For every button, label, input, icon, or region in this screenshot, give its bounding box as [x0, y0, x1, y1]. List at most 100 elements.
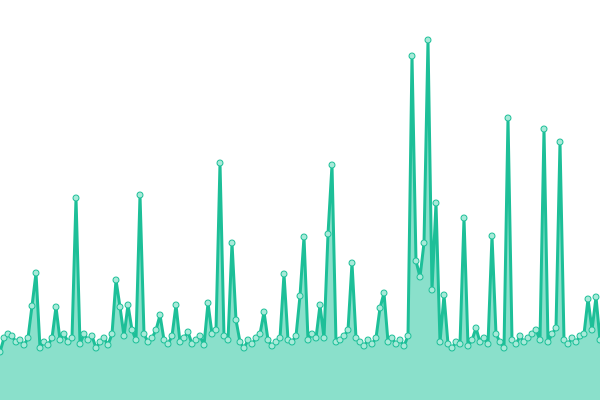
data-point: [148, 334, 156, 342]
data-point: [48, 334, 56, 342]
data-point: [216, 159, 224, 167]
data-point: [236, 338, 244, 346]
data-point: [476, 338, 484, 346]
data-point: [512, 340, 520, 348]
data-point: [344, 326, 352, 334]
data-point: [100, 334, 108, 342]
data-point: [420, 239, 428, 247]
data-point: [320, 334, 328, 342]
data-point: [492, 330, 500, 338]
data-point: [324, 230, 332, 238]
data-point: [160, 336, 168, 344]
data-point: [204, 299, 212, 307]
data-point: [376, 304, 384, 312]
data-point: [60, 330, 68, 338]
series-line: [0, 38, 600, 353]
data-point: [220, 332, 228, 340]
data-point: [536, 336, 544, 344]
data-point: [140, 330, 148, 338]
data-point: [524, 334, 532, 342]
data-point: [156, 311, 164, 319]
data-point: [556, 138, 564, 146]
data-point: [360, 342, 368, 350]
data-point: [264, 336, 272, 344]
data-point: [188, 340, 196, 348]
data-point: [560, 336, 568, 344]
data-point: [568, 334, 576, 342]
data-point: [72, 194, 80, 202]
data-point: [76, 340, 84, 348]
data-point: [28, 302, 36, 310]
data-point: [592, 293, 600, 301]
data-point: [368, 340, 376, 348]
data-point: [528, 330, 536, 338]
data-point: [520, 338, 528, 346]
data-point: [292, 332, 300, 340]
data-point: [472, 324, 480, 332]
data-point: [316, 301, 324, 309]
data-point: [92, 344, 100, 352]
data-point: [588, 326, 596, 334]
data-point: [232, 316, 240, 324]
data-point: [364, 336, 372, 344]
data-point: [496, 338, 504, 346]
data-point: [596, 336, 600, 344]
data-point: [348, 259, 356, 267]
data-point: [116, 303, 124, 311]
data-point: [168, 332, 176, 340]
data-point: [412, 257, 420, 265]
data-point: [80, 330, 88, 338]
data-point: [192, 336, 200, 344]
data-point: [224, 336, 232, 344]
data-point: [584, 295, 592, 303]
data-point: [8, 332, 16, 340]
data-point: [356, 338, 364, 346]
data-point: [0, 334, 8, 342]
data-point: [436, 338, 444, 346]
data-point: [424, 36, 432, 44]
data-point: [404, 332, 412, 340]
data-point: [552, 324, 560, 332]
data-point: [244, 336, 252, 344]
data-point: [196, 332, 204, 340]
data-point: [380, 289, 388, 297]
data-point: [580, 330, 588, 338]
data-point: [212, 326, 220, 334]
data-point: [280, 270, 288, 278]
data-point: [312, 334, 320, 342]
data-point: [372, 334, 380, 342]
data-point: [448, 344, 456, 352]
data-point: [44, 341, 52, 349]
data-point: [56, 336, 64, 344]
data-point: [88, 332, 96, 340]
data-point: [396, 336, 404, 344]
data-point: [32, 269, 40, 277]
data-point: [456, 340, 464, 348]
data-point: [132, 336, 140, 344]
data-point: [308, 330, 316, 338]
data-point: [276, 334, 284, 342]
data-point: [64, 338, 72, 346]
data-point: [296, 292, 304, 300]
data-point: [500, 344, 508, 352]
data-point: [172, 301, 180, 309]
data-point: [228, 239, 236, 247]
data-point: [328, 161, 336, 169]
data-point: [504, 114, 512, 122]
data-point: [200, 341, 208, 349]
data-point: [164, 340, 172, 348]
data-point: [400, 342, 408, 350]
data-point: [488, 232, 496, 240]
data-point: [256, 330, 264, 338]
data-point: [340, 332, 348, 340]
data-point: [112, 276, 120, 284]
data-point: [460, 214, 468, 222]
data-point: [36, 344, 44, 352]
data-point: [24, 334, 32, 342]
data-point: [184, 328, 192, 336]
data-point: [516, 332, 524, 340]
data-point: [432, 199, 440, 207]
data-point: [508, 336, 516, 344]
data-point: [544, 338, 552, 346]
